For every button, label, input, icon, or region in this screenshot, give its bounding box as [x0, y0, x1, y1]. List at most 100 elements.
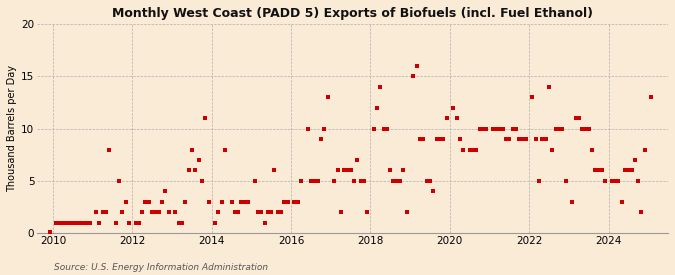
Point — [620, 168, 630, 173]
Point — [471, 147, 482, 152]
Point — [313, 179, 323, 183]
Point — [537, 137, 547, 141]
Point — [636, 210, 647, 214]
Point — [467, 147, 478, 152]
Y-axis label: Thousand Barrels per Day: Thousand Barrels per Day — [7, 65, 17, 192]
Point — [345, 168, 356, 173]
Point — [68, 221, 78, 225]
Point — [613, 179, 624, 183]
Point — [517, 137, 528, 141]
Point — [543, 84, 554, 89]
Point — [504, 137, 515, 141]
Point — [263, 210, 273, 214]
Point — [587, 147, 597, 152]
Point — [481, 126, 491, 131]
Point — [358, 179, 369, 183]
Point — [203, 200, 214, 204]
Point — [557, 126, 568, 131]
Point — [296, 179, 306, 183]
Point — [279, 200, 290, 204]
Point — [385, 168, 396, 173]
Point — [534, 179, 545, 183]
Point — [573, 116, 584, 120]
Point — [566, 200, 577, 204]
Point — [55, 221, 65, 225]
Point — [71, 221, 82, 225]
Point — [196, 179, 207, 183]
Point — [239, 200, 250, 204]
Point — [315, 137, 326, 141]
Point — [306, 179, 317, 183]
Point — [269, 168, 280, 173]
Point — [474, 126, 485, 131]
Point — [177, 221, 188, 225]
Point — [170, 210, 181, 214]
Point — [153, 210, 164, 214]
Point — [464, 147, 475, 152]
Point — [554, 126, 564, 131]
Point — [259, 221, 270, 225]
Point — [402, 210, 412, 214]
Point — [382, 126, 393, 131]
Point — [388, 179, 399, 183]
Point — [213, 210, 224, 214]
Point — [547, 147, 558, 152]
Point — [117, 210, 128, 214]
Point — [494, 126, 505, 131]
Point — [633, 179, 644, 183]
Point — [451, 116, 462, 120]
Point — [425, 179, 435, 183]
Point — [437, 137, 448, 141]
Point — [57, 221, 68, 225]
Point — [216, 200, 227, 204]
Point — [74, 221, 85, 225]
Point — [421, 179, 432, 183]
Point — [580, 126, 591, 131]
Point — [230, 210, 240, 214]
Point — [90, 210, 101, 214]
Point — [511, 126, 522, 131]
Point — [491, 126, 502, 131]
Point — [398, 168, 409, 173]
Point — [550, 126, 561, 131]
Point — [335, 210, 346, 214]
Point — [219, 147, 230, 152]
Point — [395, 179, 406, 183]
Point — [308, 179, 319, 183]
Point — [375, 84, 386, 89]
Point — [623, 168, 634, 173]
Point — [372, 105, 383, 110]
Point — [630, 158, 641, 162]
Point — [233, 210, 244, 214]
Point — [362, 210, 373, 214]
Point — [249, 179, 260, 183]
Point — [626, 168, 637, 173]
Point — [173, 221, 184, 225]
Point — [200, 116, 211, 120]
Point — [348, 179, 359, 183]
Point — [160, 189, 171, 194]
Point — [329, 179, 340, 183]
Point — [84, 221, 95, 225]
Point — [273, 210, 284, 214]
Point — [541, 137, 551, 141]
Point — [190, 168, 200, 173]
Title: Monthly West Coast (PADD 5) Exports of Biofuels (incl. Fuel Ethanol): Monthly West Coast (PADD 5) Exports of B… — [112, 7, 593, 20]
Point — [477, 126, 488, 131]
Point — [435, 137, 446, 141]
Point — [209, 221, 220, 225]
Point — [104, 147, 115, 152]
Point — [458, 147, 468, 152]
Point — [61, 221, 72, 225]
Point — [576, 126, 587, 131]
Point — [590, 168, 601, 173]
Point — [497, 126, 508, 131]
Point — [266, 210, 277, 214]
Point — [646, 95, 657, 99]
Point — [527, 95, 538, 99]
Point — [94, 221, 105, 225]
Point — [256, 210, 267, 214]
Point — [144, 200, 155, 204]
Point — [332, 168, 343, 173]
Point — [501, 137, 512, 141]
